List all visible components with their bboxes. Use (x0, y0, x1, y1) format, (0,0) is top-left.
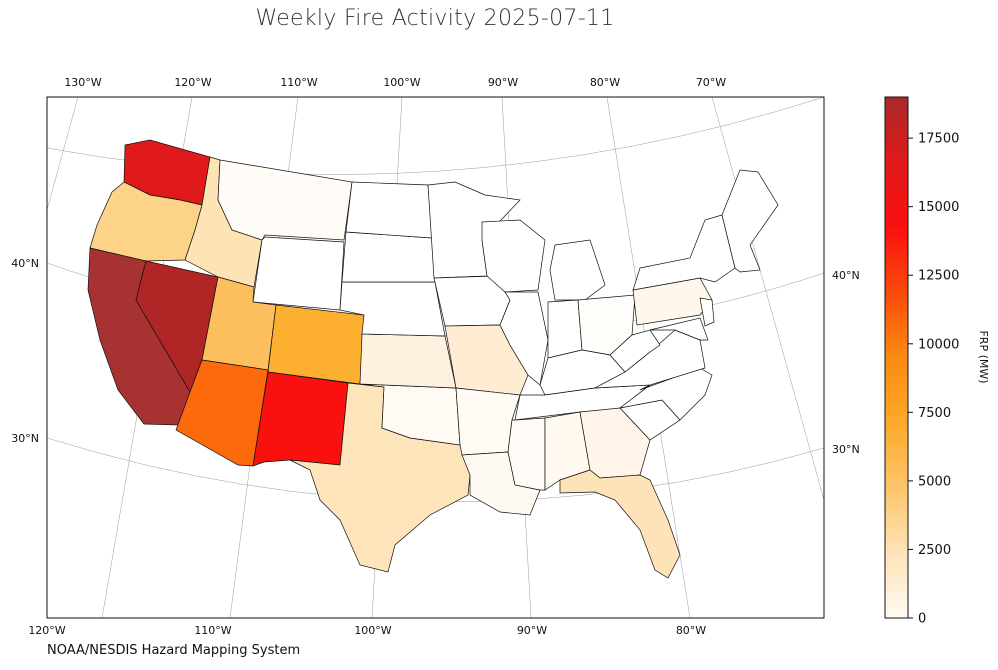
bottom-lon-label: 110°W (194, 624, 231, 637)
bottom-lon-labels: 120°W 110°W 100°W 90°W 80°W (28, 624, 706, 637)
state-kansas[interactable] (359, 333, 457, 389)
colorbar-tick-label: 2500 (918, 543, 951, 558)
state-wisconsin[interactable] (481, 219, 546, 293)
state-montana[interactable] (217, 159, 353, 241)
colorbar: 0 2500 5000 7500 10000 12500 15000 17500 FRP (M… (884, 96, 990, 627)
state-mississippi[interactable] (507, 417, 546, 491)
colorbar-tick-label: 12500 (918, 269, 959, 284)
colorbar-tick-label: 17500 (918, 132, 959, 147)
state-south-dakota[interactable] (341, 231, 436, 283)
left-lat-label: 30°N (11, 432, 39, 445)
state-maryland[interactable] (649, 317, 709, 341)
colorbar-tick-label: 7500 (918, 406, 951, 421)
top-lon-label: 70°W (696, 76, 726, 89)
top-lon-label: 80°W (590, 76, 620, 89)
top-lon-label: 120°W (174, 76, 211, 89)
bottom-lon-label: 80°W (676, 624, 706, 637)
colorbar-gradient (884, 96, 909, 619)
state-new-york[interactable] (632, 214, 736, 291)
state-colorado[interactable] (267, 304, 365, 385)
colorbar-label: FRP (MW) (977, 330, 990, 383)
map-frame (46, 96, 825, 619)
state-new-jersey[interactable] (699, 297, 715, 327)
state-north-dakota[interactable] (345, 181, 433, 239)
source-credit: NOAA/NESDIS Hazard Mapping System (47, 643, 301, 658)
map-title: Weekly Fire Activity 2025-07-11 (255, 6, 615, 31)
state-indiana[interactable] (547, 299, 583, 359)
right-lat-label: 30°N (832, 443, 860, 456)
right-lat-label: 40°N (832, 269, 860, 282)
state-new-england[interactable] (721, 169, 779, 273)
top-lon-label: 90°W (488, 76, 518, 89)
left-lat-labels: 40°N 30°N (11, 257, 39, 445)
colorbar-tick-label: 0 (918, 612, 926, 627)
colorbar-ticks: 0 2500 5000 7500 10000 12500 15000 17500 (908, 132, 959, 627)
bottom-lon-label: 100°W (354, 624, 391, 637)
top-lon-labels: 130°W 120°W 110°W 100°W 90°W 80°W 70°W (64, 76, 726, 89)
state-florida[interactable] (559, 469, 681, 579)
state-arizona[interactable] (175, 359, 269, 467)
right-lat-labels: 40°N 30°N (832, 269, 860, 456)
states-layer (87, 139, 779, 579)
colorbar-tick-label: 15000 (918, 200, 959, 215)
state-illinois[interactable] (499, 291, 549, 386)
top-lon-label: 100°W (383, 76, 420, 89)
bottom-lon-label: 120°W (28, 624, 65, 637)
top-lon-label: 110°W (280, 76, 317, 89)
colorbar-tick-label: 10000 (918, 337, 959, 352)
colorbar-tick-label: 5000 (918, 474, 951, 489)
state-wyoming[interactable] (252, 236, 345, 311)
state-new-mexico[interactable] (252, 371, 349, 467)
state-north-carolina[interactable] (619, 367, 713, 421)
left-lat-label: 40°N (11, 257, 39, 270)
bottom-lon-label: 90°W (517, 624, 547, 637)
top-lon-label: 130°W (64, 76, 101, 89)
state-michigan[interactable] (549, 239, 606, 301)
state-west-virginia[interactable] (609, 329, 661, 373)
